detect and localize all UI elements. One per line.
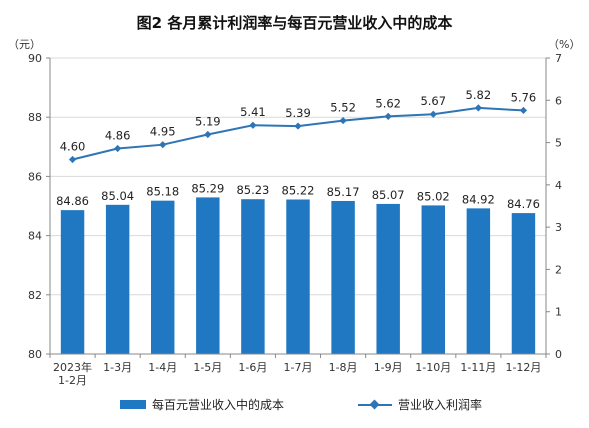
y-right-tick-label: 2: [555, 263, 562, 276]
line-value-label: 5.41: [240, 105, 266, 119]
y-right-tick-label: 6: [555, 94, 562, 107]
line-point: [429, 110, 437, 118]
bar: [60, 210, 85, 354]
legend-line-swatch: [358, 403, 392, 406]
y-left-tick-label: 82: [28, 289, 42, 302]
bar-value-label: 85.22: [282, 183, 315, 197]
line-value-label: 5.62: [375, 96, 401, 110]
line-series: [68, 104, 528, 164]
bar-value-label: 84.92: [462, 192, 495, 206]
bar: [241, 199, 265, 354]
bar-series: [60, 197, 536, 354]
bar: [421, 205, 445, 354]
bar: [196, 197, 220, 354]
y-right-tick-label: 1: [555, 306, 562, 319]
line-value-label: 4.86: [105, 128, 131, 142]
x-tick-label: 1-4月: [148, 361, 177, 374]
line-value-label: 4.95: [150, 125, 176, 139]
y-right-tick-label: 0: [555, 348, 562, 361]
bar: [376, 203, 400, 354]
bar-value-label: 85.29: [191, 181, 224, 195]
bar: [286, 199, 310, 354]
x-tick-label: 1-9月: [374, 361, 403, 374]
data-labels: 84.86 85.04 85.18 85.29 85.23 85.22 85.17 85.07…: [56, 88, 540, 211]
y-left-tick-label: 88: [28, 111, 42, 124]
chart-title: 图2 各月累计利润率与每百元营业收入中的成本: [136, 14, 453, 32]
bar: [466, 208, 491, 354]
x-tick-label: 1-7月: [284, 361, 313, 374]
y-right-tick-label: 5: [555, 137, 562, 150]
x-tick-label: 1-11月: [460, 361, 496, 374]
x-tick-label: 1-6月: [238, 361, 267, 374]
bar-value-label: 85.04: [101, 189, 134, 203]
y-left-tick-label: 90: [28, 52, 42, 65]
bar-value-label: 85.18: [146, 185, 179, 199]
bar-value-label: 85.02: [417, 189, 450, 203]
legend-bar-swatch: [120, 400, 146, 409]
legend-label-profit-rate: 营业收入利润率: [398, 398, 483, 412]
y-right-tick-label: 4: [555, 179, 562, 192]
x-tick-label: 1-5月: [193, 361, 222, 374]
line-point: [384, 112, 392, 120]
line-point: [249, 121, 257, 129]
line-value-label: 5.82: [466, 88, 492, 102]
y-left-tick-label: 80: [28, 348, 42, 361]
line-point: [159, 141, 167, 149]
x-tick-label: 1-3月: [103, 361, 132, 374]
bar-value-label: 84.76: [507, 197, 540, 211]
bar: [511, 213, 536, 354]
y-right-tick-label: 7: [555, 52, 562, 65]
legend-item-cost: 每百元营业收入中的成本: [120, 396, 284, 413]
bar: [331, 200, 355, 354]
bar-value-label: 85.17: [327, 185, 360, 199]
bar-value-label: 85.07: [372, 188, 405, 202]
bar: [151, 200, 175, 354]
line-point: [339, 116, 347, 125]
x-tick-label: 2023年 1-2月: [53, 360, 92, 387]
line-point: [204, 130, 212, 139]
legend-label-cost: 每百元营业收入中的成本: [152, 398, 285, 412]
line-point: [68, 155, 77, 164]
line-point: [474, 104, 482, 112]
x-tick-label: 1-8月: [329, 361, 358, 374]
line-point: [294, 122, 302, 130]
line-value-label: 5.67: [420, 94, 446, 108]
y-right-unit: （%）: [548, 38, 580, 51]
x-tick-label: 1-10月: [415, 361, 451, 374]
bar: [105, 204, 130, 354]
line-point: [114, 144, 122, 153]
line-value-label: 5.52: [330, 101, 356, 115]
bar-value-label: 85.23: [236, 183, 269, 197]
y-left-unit: （元）: [8, 38, 41, 51]
legend-item-profit-rate: 营业收入利润率: [358, 396, 482, 413]
line-value-label: 5.19: [195, 115, 221, 129]
y-left-tick-label: 84: [28, 230, 42, 243]
y-right-tick-label: 3: [555, 221, 562, 234]
x-tick-label: 1-12月: [505, 361, 541, 374]
line-value-label: 4.60: [60, 139, 86, 153]
y-left-tick-label: 86: [28, 170, 42, 183]
line-point: [519, 106, 528, 115]
axes: 80 82 84 86 88 90 0 1 2 3 4 5 6 7 （元） （%） 2023年 1-2月 1-3月 1…: [8, 38, 580, 387]
line-value-label: 5.39: [285, 106, 311, 120]
bar-value-label: 84.86: [56, 194, 89, 208]
line-value-label: 5.76: [511, 90, 537, 104]
